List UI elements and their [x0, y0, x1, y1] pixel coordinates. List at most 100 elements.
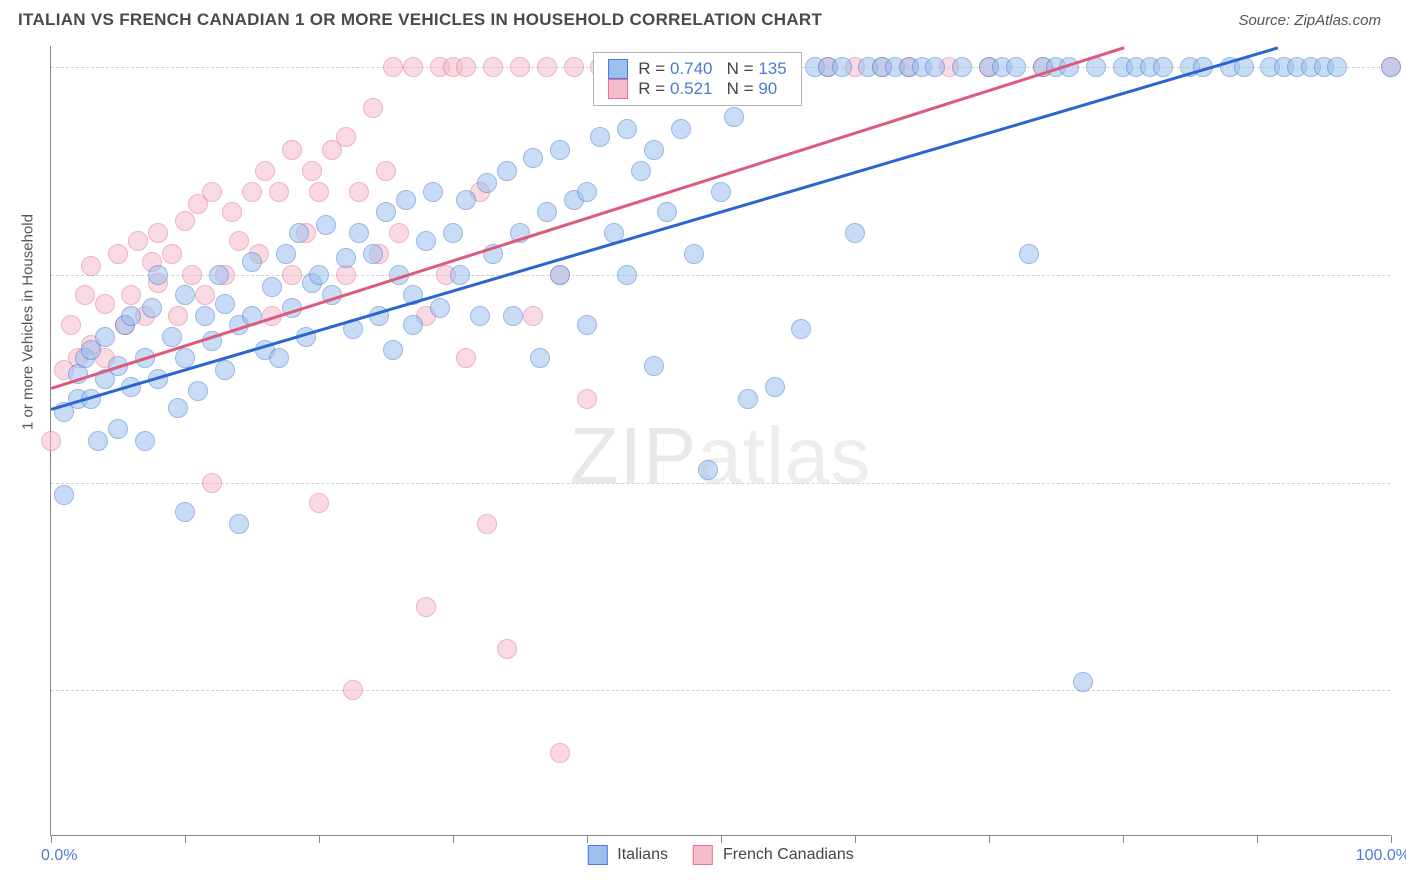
data-point — [229, 231, 249, 251]
source-label: Source: ZipAtlas.com — [1238, 12, 1381, 29]
data-point — [1381, 57, 1401, 77]
data-point — [1327, 57, 1347, 77]
x-tick — [1123, 835, 1124, 843]
data-point — [423, 182, 443, 202]
data-point — [577, 389, 597, 409]
data-point — [590, 127, 610, 147]
data-point — [215, 360, 235, 380]
data-point — [671, 119, 691, 139]
data-point — [75, 285, 95, 305]
data-point — [349, 182, 369, 202]
data-point — [255, 161, 275, 181]
data-point — [175, 502, 195, 522]
gridline — [51, 275, 1390, 276]
y-tick-label: 95.0% — [1395, 266, 1406, 284]
data-point — [430, 298, 450, 318]
data-point — [577, 315, 597, 335]
data-point — [631, 161, 651, 181]
data-point — [456, 348, 476, 368]
data-point — [269, 182, 289, 202]
r-value: 0.521 — [670, 79, 713, 99]
data-point — [483, 57, 503, 77]
data-point — [1019, 244, 1039, 264]
data-point — [81, 256, 101, 276]
data-point — [88, 431, 108, 451]
data-point — [510, 57, 530, 77]
data-point — [416, 231, 436, 251]
data-point — [1006, 57, 1026, 77]
legend-item: Italians — [587, 845, 668, 865]
data-point — [282, 140, 302, 160]
data-point — [644, 140, 664, 160]
data-point — [617, 119, 637, 139]
y-axis-title: 1 or more Vehicles in Household — [20, 214, 37, 430]
data-point — [577, 182, 597, 202]
data-point — [503, 306, 523, 326]
data-point — [269, 348, 289, 368]
data-point — [349, 223, 369, 243]
data-point — [550, 743, 570, 763]
data-point — [142, 298, 162, 318]
data-point — [698, 460, 718, 480]
data-point — [289, 223, 309, 243]
legend-swatch — [587, 845, 607, 865]
n-value: 90 — [758, 79, 777, 99]
data-point — [443, 223, 463, 243]
x-tick — [51, 835, 52, 843]
data-point — [336, 127, 356, 147]
data-point — [195, 285, 215, 305]
data-point — [657, 202, 677, 222]
data-point — [363, 98, 383, 118]
data-point — [383, 57, 403, 77]
data-point — [416, 597, 436, 617]
data-point — [222, 202, 242, 222]
data-point — [175, 285, 195, 305]
legend-label: French Canadians — [723, 846, 854, 864]
data-point — [845, 223, 865, 243]
y-tick-label: 85.0% — [1395, 681, 1406, 699]
data-point — [765, 377, 785, 397]
data-point — [383, 340, 403, 360]
data-point — [202, 182, 222, 202]
data-point — [262, 277, 282, 297]
data-point — [162, 244, 182, 264]
data-point — [456, 57, 476, 77]
gridline — [51, 483, 1390, 484]
data-point — [550, 140, 570, 160]
watermark: ZIPatlas — [570, 410, 871, 502]
data-point — [135, 431, 155, 451]
data-point — [336, 248, 356, 268]
data-point — [148, 223, 168, 243]
legend-swatch — [608, 79, 628, 99]
data-point — [175, 348, 195, 368]
data-point — [530, 348, 550, 368]
data-point — [376, 202, 396, 222]
data-point — [403, 57, 423, 77]
data-point — [128, 231, 148, 251]
data-point — [95, 327, 115, 347]
data-point — [162, 327, 182, 347]
x-tick — [319, 835, 320, 843]
data-point — [1153, 57, 1173, 77]
data-point — [396, 190, 416, 210]
x-tick — [855, 835, 856, 843]
x-tick — [587, 835, 588, 843]
data-point — [188, 381, 208, 401]
data-point — [537, 57, 557, 77]
data-point — [1073, 672, 1093, 692]
data-point — [209, 265, 229, 285]
data-point — [470, 306, 490, 326]
data-point — [276, 244, 296, 264]
x-tick-label-max: 100.0% — [1356, 847, 1406, 865]
r-value: 0.740 — [670, 59, 713, 79]
stats-legend: R = 0.740 N = 135R = 0.521 N = 90 — [593, 52, 801, 106]
x-tick — [453, 835, 454, 843]
trend-line — [51, 46, 1125, 389]
data-point — [121, 285, 141, 305]
data-point — [791, 319, 811, 339]
data-point — [456, 190, 476, 210]
data-point — [450, 265, 470, 285]
series-legend: Italians French Canadians — [587, 845, 853, 865]
x-tick — [1257, 835, 1258, 843]
data-point — [108, 419, 128, 439]
